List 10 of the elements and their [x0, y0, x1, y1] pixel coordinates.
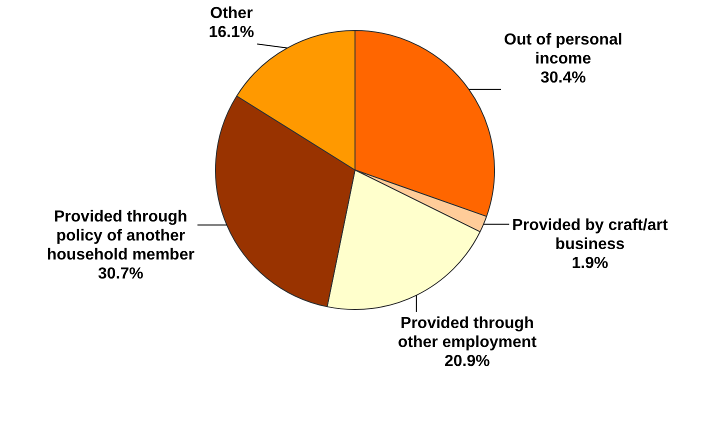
data-label: 16.1% — [208, 24, 254, 41]
slice-label: Other — [210, 4, 253, 22]
slice-label: Provided through policy of another household member — [46, 208, 194, 264]
slice-label: Provided through other employment — [398, 314, 538, 351]
data-label: 30.7% — [98, 266, 144, 283]
slice-label: Out of personal income — [504, 32, 622, 68]
slice-label: Provided by craft/art business — [512, 216, 668, 253]
data-label: 1.9% — [572, 254, 608, 272]
data-label: 20.9% — [444, 352, 490, 370]
data-label: 30.4% — [540, 70, 586, 87]
